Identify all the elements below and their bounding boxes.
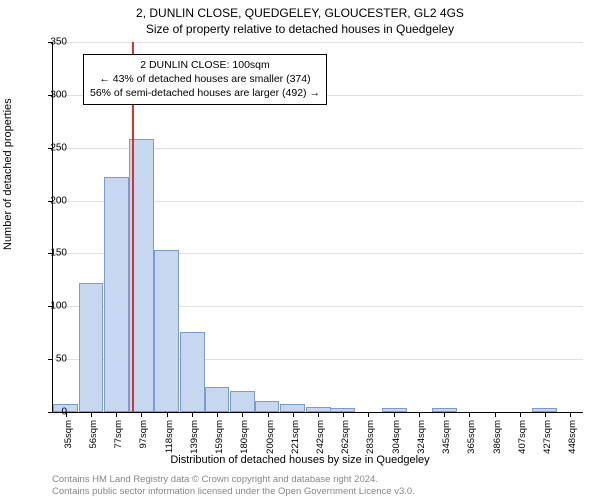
x-tick <box>116 412 117 417</box>
histogram-bar <box>230 391 255 412</box>
annotation-line-2: ← 43% of detached houses are smaller (37… <box>90 72 320 86</box>
x-tick <box>469 412 470 417</box>
x-tick <box>570 412 571 417</box>
y-axis-label: Number of detached properties <box>2 98 14 250</box>
histogram-bar <box>104 177 129 412</box>
x-tick-label: 427sqm <box>542 420 553 460</box>
x-tick-label: 283sqm <box>365 420 376 460</box>
x-tick <box>318 412 319 417</box>
y-tick-label: 0 <box>61 407 67 418</box>
x-tick <box>343 412 344 417</box>
footer-line-1: Contains HM Land Registry data © Crown c… <box>52 474 415 486</box>
x-tick-label: 97sqm <box>138 420 149 460</box>
plot-area: 2 DUNLIN CLOSE: 100sqm ← 43% of detached… <box>52 42 583 413</box>
x-tick-label: 345sqm <box>441 420 452 460</box>
x-tick <box>242 412 243 417</box>
x-tick-label: 365sqm <box>466 420 477 460</box>
x-tick-label: 386sqm <box>492 420 503 460</box>
x-tick <box>167 412 168 417</box>
x-tick <box>495 412 496 417</box>
x-tick <box>419 412 420 417</box>
x-tick-label: 221sqm <box>290 420 301 460</box>
x-tick-label: 118sqm <box>164 420 175 460</box>
histogram-bar <box>205 387 230 412</box>
y-tick-label: 300 <box>50 89 67 100</box>
chart-super-title: 2, DUNLIN CLOSE, QUEDGELEY, GLOUCESTER, … <box>0 6 600 20</box>
x-tick <box>394 412 395 417</box>
x-tick <box>545 412 546 417</box>
annotation-line-3: 56% of semi-detached houses are larger (… <box>90 86 320 100</box>
x-tick <box>217 412 218 417</box>
x-tick <box>444 412 445 417</box>
x-tick <box>520 412 521 417</box>
y-tick <box>48 359 53 360</box>
y-tick <box>48 412 53 413</box>
x-tick-label: 200sqm <box>265 420 276 460</box>
annotation-line-1: 2 DUNLIN CLOSE: 100sqm <box>90 58 320 72</box>
x-tick-label: 77sqm <box>113 420 124 460</box>
y-tick-label: 100 <box>50 301 67 312</box>
histogram-bar <box>180 332 205 412</box>
x-tick-label: 180sqm <box>239 420 250 460</box>
x-tick <box>91 412 92 417</box>
footer-line-2: Contains public sector information licen… <box>52 486 415 498</box>
x-tick-label: 56sqm <box>88 420 99 460</box>
chart-title: Size of property relative to detached ho… <box>0 22 600 36</box>
x-tick-label: 242sqm <box>315 420 326 460</box>
annotation-box: 2 DUNLIN CLOSE: 100sqm ← 43% of detached… <box>83 54 327 105</box>
chart-container: 2, DUNLIN CLOSE, QUEDGELEY, GLOUCESTER, … <box>0 0 600 500</box>
x-tick-label: 448sqm <box>567 420 578 460</box>
x-tick <box>192 412 193 417</box>
histogram-bar <box>280 404 305 412</box>
x-tick <box>293 412 294 417</box>
x-tick-label: 304sqm <box>391 420 402 460</box>
x-tick <box>368 412 369 417</box>
x-tick-label: 324sqm <box>416 420 427 460</box>
x-tick <box>268 412 269 417</box>
x-tick-label: 35sqm <box>63 420 74 460</box>
y-tick-label: 350 <box>50 37 67 48</box>
x-tick-label: 262sqm <box>340 420 351 460</box>
x-tick <box>141 412 142 417</box>
histogram-bar <box>255 401 280 412</box>
histogram-bar <box>154 250 179 412</box>
x-tick-label: 407sqm <box>517 420 528 460</box>
x-tick-label: 159sqm <box>214 420 225 460</box>
y-tick-label: 200 <box>50 195 67 206</box>
y-tick-label: 50 <box>56 354 67 365</box>
histogram-bar <box>79 283 104 412</box>
y-tick-label: 150 <box>50 248 67 259</box>
attribution-footer: Contains HM Land Registry data © Crown c… <box>52 474 415 498</box>
x-tick-label: 139sqm <box>189 420 200 460</box>
y-tick-label: 250 <box>50 142 67 153</box>
